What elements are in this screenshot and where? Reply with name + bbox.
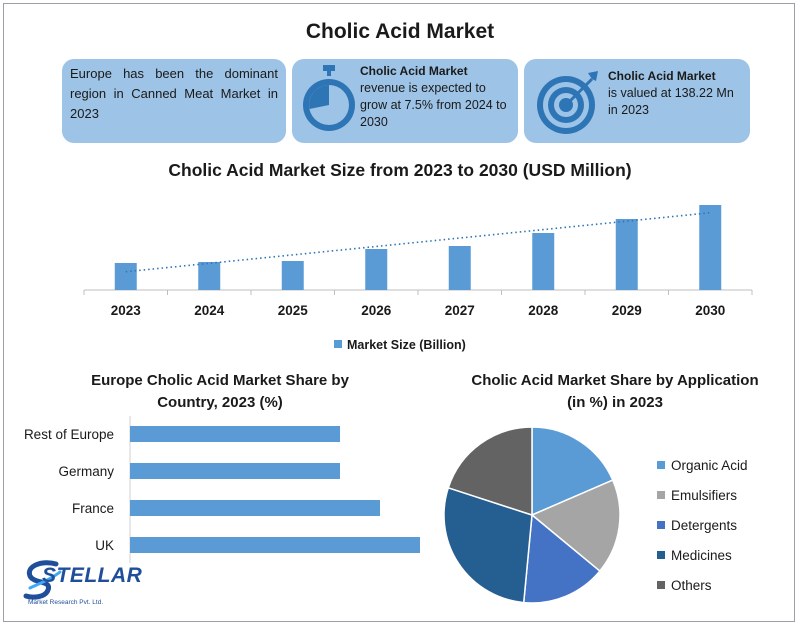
value-card-heading: Cholic Acid Market — [608, 69, 716, 83]
pie-legend-item: Emulsifiers — [657, 487, 748, 517]
bar — [198, 262, 221, 290]
market-size-chart-title: Cholic Acid Market Size from 2023 to 203… — [168, 160, 632, 180]
pie-legend-item: Medicines — [657, 547, 748, 577]
pie-slice — [443, 486, 533, 604]
hbar — [130, 463, 340, 479]
bar — [532, 233, 555, 290]
growth-card-heading: Cholic Acid Market — [360, 64, 468, 78]
stellar-logo: STELLAR Market Research Pvt. Ltd. — [22, 558, 142, 614]
pie-legend-item: Organic Acid — [657, 457, 748, 487]
pie-slice — [530, 479, 621, 573]
legend-label: Emulsifiers — [671, 488, 738, 503]
pie-slice — [447, 426, 533, 517]
growth-card: Cholic Acid Market revenue is expected t… — [292, 59, 518, 143]
market-size-legend: Market Size (Billion) — [334, 338, 466, 352]
x-tick-label: 2030 — [695, 303, 725, 318]
legend-label: Medicines — [671, 548, 732, 563]
logo-swoosh-icon — [23, 560, 62, 600]
growth-card-text: Cholic Acid Market revenue is expected t… — [360, 63, 512, 131]
hbar — [130, 500, 380, 516]
logo-word: STELLAR — [42, 564, 143, 587]
trendline — [125, 211, 711, 273]
hbar — [130, 426, 340, 442]
europe-card-text: Europe has been the dominant region in C… — [70, 66, 278, 121]
logo-subtitle: Market Research Pvt. Ltd. — [28, 599, 104, 606]
legend-swatch — [657, 491, 665, 499]
value-card-text: Cholic Acid Market is valued at 138.22 M… — [608, 68, 744, 119]
legend-label: Others — [671, 578, 712, 593]
market-size-bar-chart: 2023 2024 2025 2026 2027 2028 2029 2030 — [83, 205, 753, 318]
application-share-chart-title: Cholic Acid Market Share by Application … — [471, 372, 759, 411]
pie-slice — [522, 513, 601, 604]
bar — [281, 261, 304, 290]
pie-slice — [531, 426, 614, 517]
x-tick-label: 2023 — [111, 303, 142, 318]
legend-label: Detergents — [671, 518, 738, 533]
target-icon — [537, 71, 598, 134]
category-label: UK — [95, 538, 114, 553]
stopwatch-icon — [303, 65, 355, 131]
application-share-pie-chart — [443, 426, 621, 604]
x-tick-label: 2025 — [278, 303, 309, 318]
pie-legend: Organic Acid Emulsifiers Detergents Medicin… — [657, 457, 748, 607]
legend-swatch — [657, 551, 665, 559]
value-card: Cholic Acid Market is valued at 138.22 M… — [524, 59, 750, 143]
country-share-bar-chart: Rest of Europe Germany France UK — [24, 416, 420, 563]
country-share-chart-title: Europe Cholic Acid Market Share by Count… — [91, 372, 349, 411]
category-label: Germany — [58, 464, 114, 479]
x-tick-label: 2027 — [445, 303, 475, 318]
bar — [448, 246, 471, 290]
legend-swatch — [334, 340, 342, 348]
legend-swatch — [657, 521, 665, 529]
legend-label: Organic Acid — [671, 458, 748, 473]
growth-card-body: revenue is expected to grow at 7.5% from… — [360, 81, 507, 129]
infographic-frame — [3, 3, 795, 622]
pie-legend-item: Detergents — [657, 517, 748, 547]
value-card-body: is valued at 138.22 Mn in 2023 — [608, 86, 734, 117]
hbar — [130, 537, 420, 553]
bar — [114, 263, 137, 290]
page-title: Cholic Acid Market — [305, 20, 495, 43]
bar — [699, 205, 722, 290]
legend-label: Market Size (Billion) — [347, 338, 466, 352]
x-tick-label: 2028 — [528, 303, 559, 318]
legend-swatch — [657, 581, 665, 589]
bar — [615, 219, 638, 290]
category-label: Rest of Europe — [24, 427, 114, 442]
x-tick-label: 2026 — [361, 303, 392, 318]
europe-card: Europe has been the dominant region in C… — [62, 59, 286, 143]
x-tick-label: 2029 — [612, 303, 642, 318]
legend-swatch — [657, 461, 665, 469]
bar — [365, 249, 388, 290]
category-label: France — [72, 501, 114, 516]
x-tick-label: 2024 — [194, 303, 225, 318]
pie-legend-item: Others — [657, 577, 748, 607]
